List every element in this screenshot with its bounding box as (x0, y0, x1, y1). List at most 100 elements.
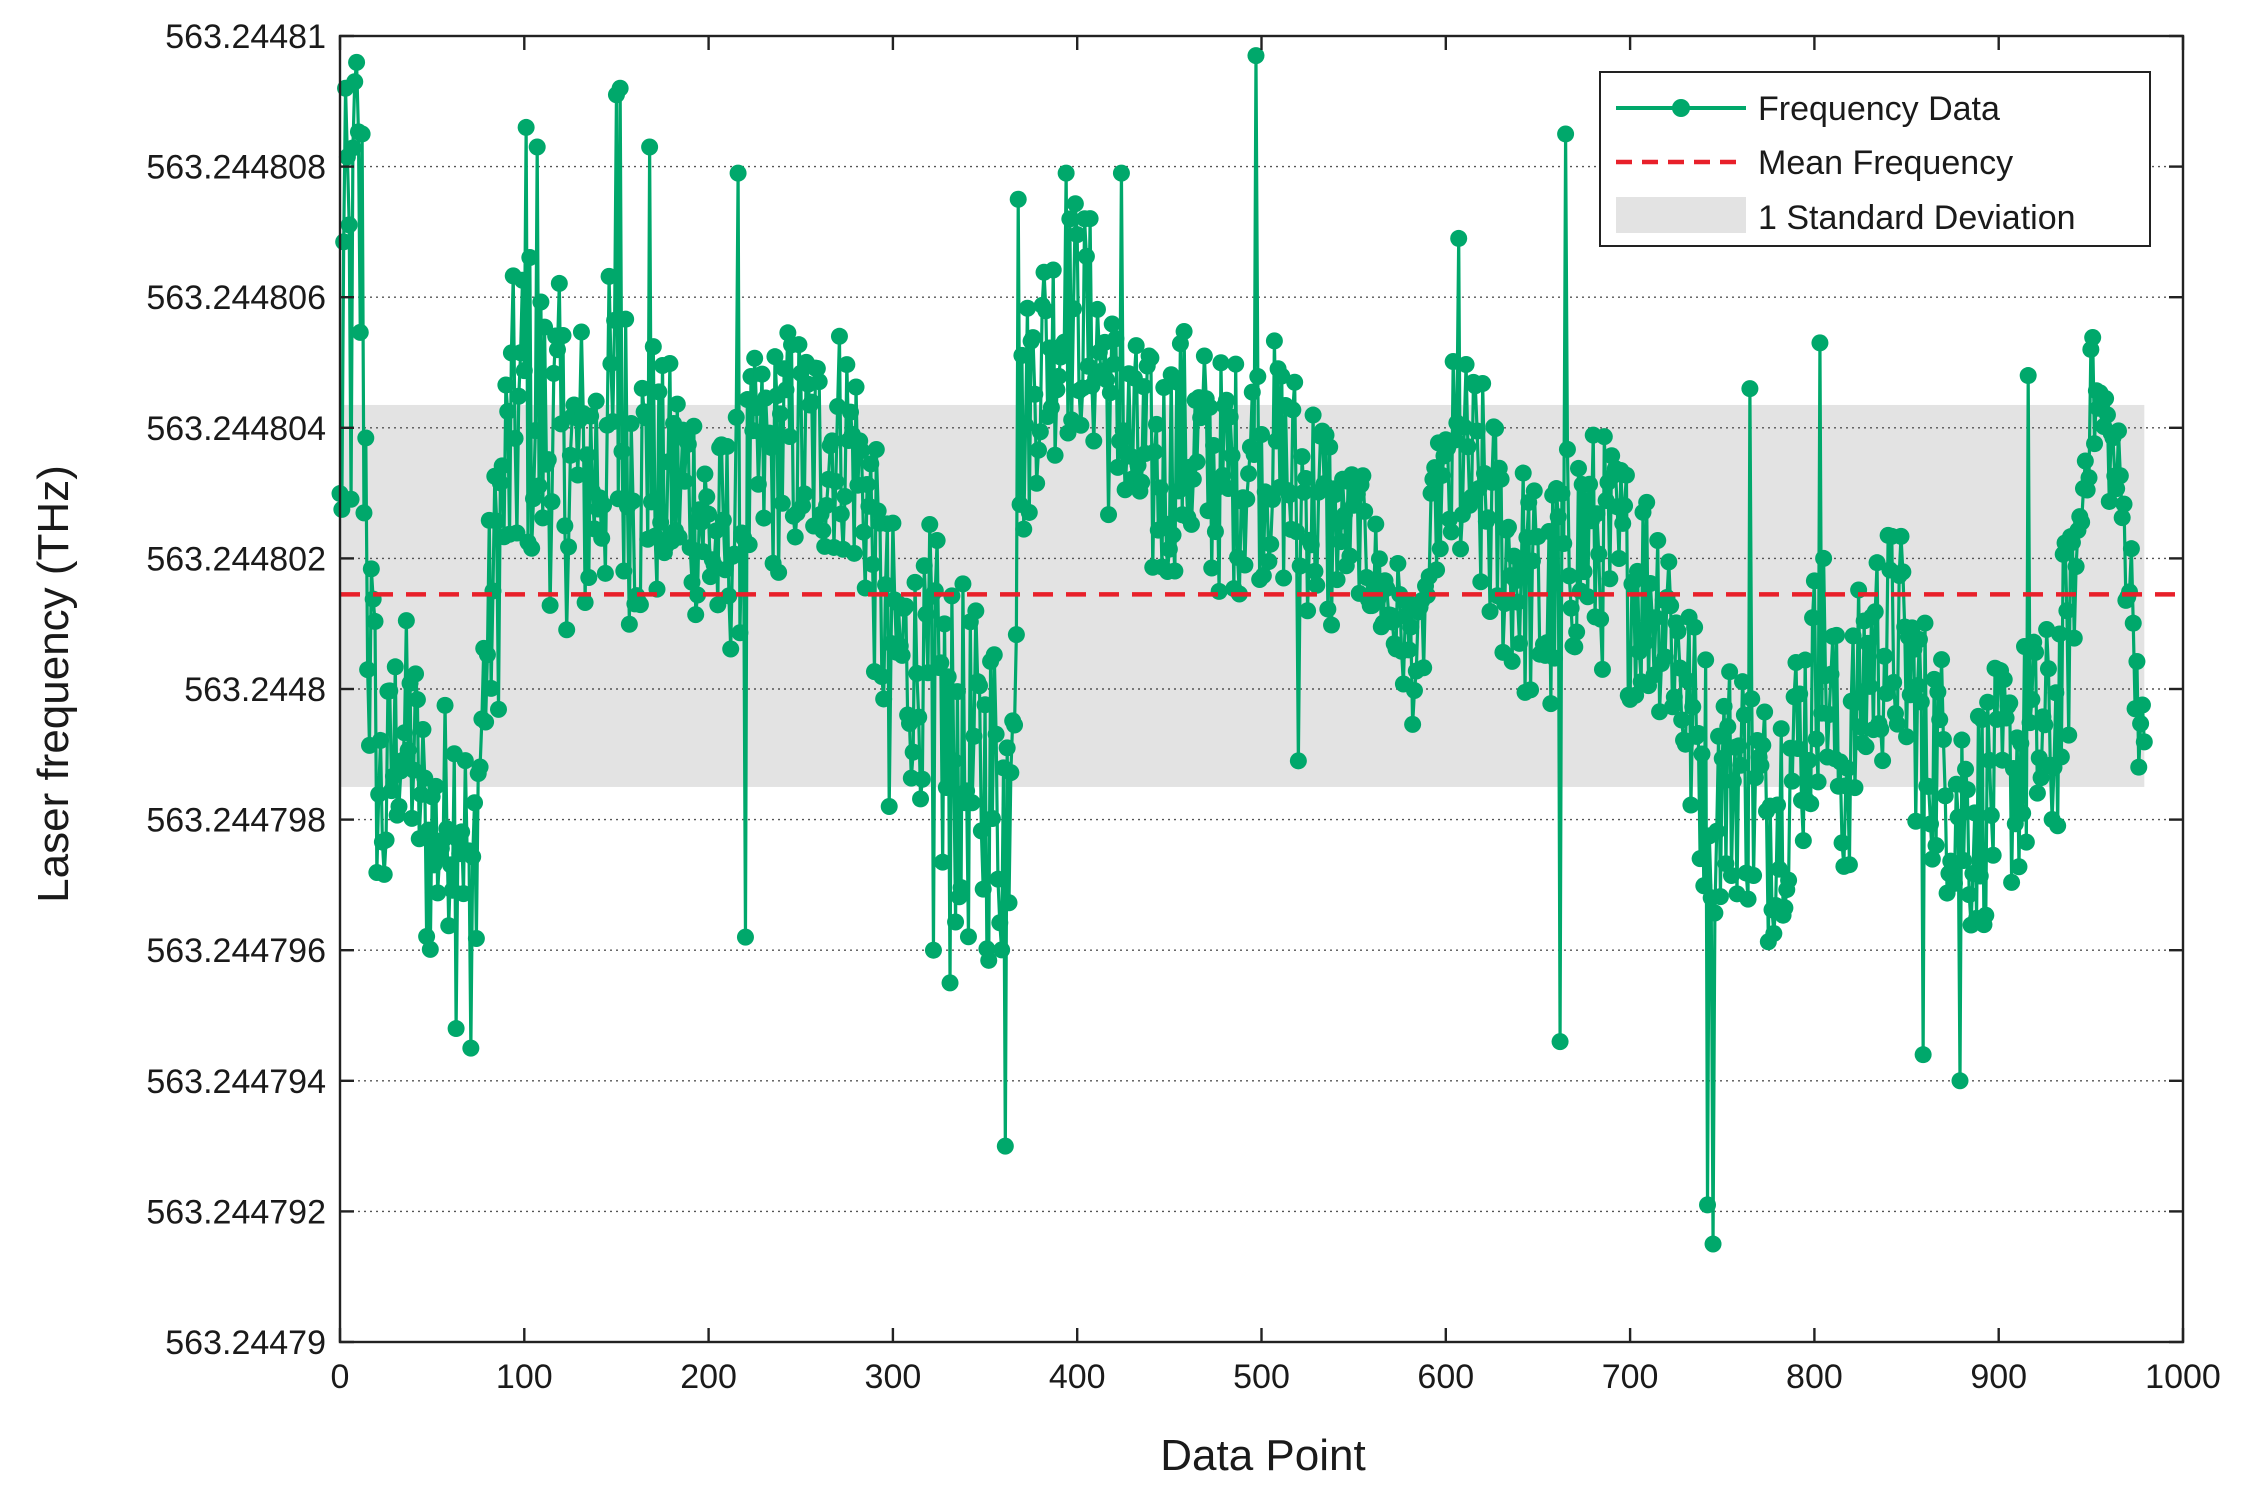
data-point-670 (1566, 638, 1584, 656)
data-point-350 (976, 696, 994, 714)
data-point-465 (1188, 453, 1206, 471)
data-point-822 (1846, 779, 1864, 797)
data-point-209 (716, 561, 734, 579)
data-point-121 (554, 327, 572, 345)
data-point-766 (1743, 690, 1761, 708)
data-point-863 (1922, 815, 1940, 833)
data-point-799 (1804, 609, 1822, 627)
y-tick-label-8: 563.244806 (146, 279, 326, 317)
data-point-659 (1546, 649, 1564, 667)
data-point-862 (1920, 777, 1938, 795)
data-point-836 (1872, 720, 1890, 738)
data-point-915 (2017, 833, 2035, 851)
y-tick-label-6: 563.244802 (146, 540, 326, 578)
data-point-59 (440, 917, 458, 935)
data-point-958 (2097, 390, 2115, 407)
data-point-333 (945, 752, 963, 770)
data-point-482 (1219, 480, 1237, 498)
data-point-903 (1995, 670, 2013, 688)
data-point-122 (556, 517, 574, 535)
data-point-529 (1306, 562, 1324, 580)
data-point-264 (818, 497, 836, 514)
x-tick-label-3: 300 (865, 1358, 922, 1396)
data-point-772 (1754, 736, 1772, 754)
data-point-507 (1265, 332, 1283, 350)
data-point-742 (1699, 1196, 1717, 1214)
data-point-927 (2039, 660, 2057, 678)
data-point-648 (1525, 482, 1543, 500)
data-point-337 (952, 879, 970, 897)
data-point-528 (1304, 406, 1322, 424)
data-point-668 (1562, 599, 1580, 617)
data-point-334 (947, 913, 965, 931)
data-point-964 (2108, 480, 2126, 498)
data-point-543 (1332, 533, 1350, 551)
data-point-436 (1135, 378, 1153, 396)
data-point-538 (1323, 616, 1341, 634)
data-point-580 (1400, 641, 1418, 659)
legend-item-frequency-data: Frequency Data (1616, 90, 2000, 128)
data-point-425 (1114, 422, 1132, 440)
data-point-354 (983, 809, 1001, 827)
data-point-934 (2052, 748, 2070, 766)
data-point-778 (1765, 924, 1783, 942)
data-point-782 (1772, 720, 1790, 738)
data-point-556 (1356, 502, 1374, 520)
data-point-136 (582, 407, 600, 425)
data-point-324 (928, 532, 946, 550)
data-point-454 (1168, 373, 1186, 391)
data-point-850 (1898, 728, 1916, 746)
data-point-724 (1665, 688, 1683, 706)
data-point-664 (1555, 535, 1573, 552)
data-point-722 (1662, 597, 1680, 615)
data-point-418 (1101, 384, 1119, 402)
data-point-19 (366, 612, 384, 630)
data-point-869 (1933, 651, 1951, 669)
data-point-35 (396, 724, 413, 742)
data-point-189 (679, 435, 697, 453)
data-point-926 (2038, 620, 2056, 638)
data-point-508 (1267, 432, 1285, 450)
data-point-504 (1260, 553, 1278, 571)
data-point-115 (543, 493, 561, 511)
y-tick-label-1: 563.244792 (146, 1193, 326, 1231)
data-point-760 (1732, 756, 1750, 774)
data-point-131 (572, 323, 590, 341)
data-point-619 (1472, 573, 1490, 591)
data-point-876 (1945, 874, 1963, 892)
data-point-676 (1577, 491, 1595, 509)
data-point-443 (1147, 415, 1165, 433)
data-point-435 (1133, 473, 1151, 491)
data-point-103 (521, 249, 539, 267)
data-point-602 (1440, 510, 1458, 528)
data-point-118 (548, 341, 566, 359)
data-point-714 (1647, 609, 1665, 627)
data-point-977 (2132, 715, 2150, 733)
data-point-607 (1450, 229, 1468, 247)
data-point-370 (1013, 346, 1031, 364)
data-point-135 (580, 569, 598, 586)
data-point-971 (2121, 583, 2139, 601)
data-point-858 (1912, 693, 1930, 711)
data-point-597 (1431, 540, 1449, 558)
data-point-523 (1295, 483, 1313, 501)
data-point-377 (1026, 385, 1044, 403)
data-point-937 (2058, 602, 2076, 620)
data-point-458 (1175, 322, 1193, 340)
data-point-478 (1212, 354, 1230, 372)
data-point-361 (996, 1137, 1014, 1155)
data-point-474 (1205, 437, 1223, 454)
data-point-686 (1595, 428, 1613, 446)
data-point-473 (1203, 559, 1221, 577)
data-point-146 (600, 267, 618, 285)
data-point-588 (1415, 659, 1433, 677)
data-point-501 (1254, 567, 1272, 585)
data-point-192 (685, 417, 703, 435)
data-point-400 (1068, 226, 1086, 244)
data-point-296 (877, 576, 895, 594)
data-point-119 (550, 274, 568, 292)
data-point-518 (1286, 373, 1304, 391)
data-point-788 (1783, 772, 1801, 790)
data-point-708 (1636, 634, 1654, 652)
data-point-88 (493, 457, 511, 475)
